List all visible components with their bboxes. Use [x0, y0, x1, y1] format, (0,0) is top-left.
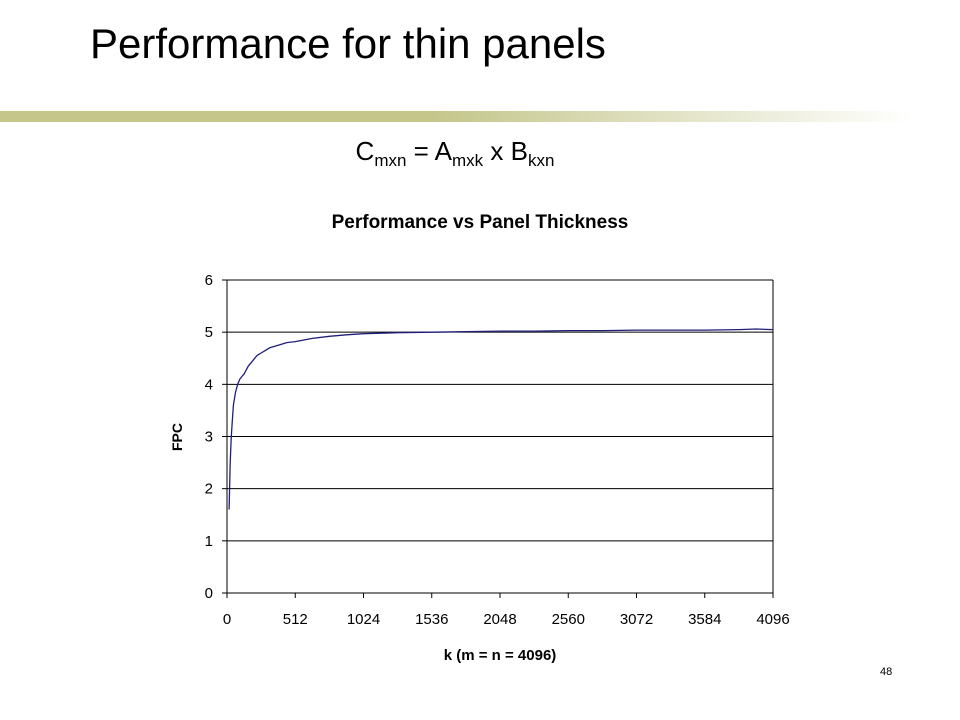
x-tick-label-1536: 1536: [415, 611, 448, 628]
y-tick-label-2: 2: [205, 481, 213, 498]
formula-a: A: [434, 136, 452, 166]
x-tick-label-3584: 3584: [688, 611, 721, 628]
x-tick-label-4096: 4096: [756, 611, 789, 628]
y-tick-label-0: 0: [205, 585, 213, 602]
chart-axes: [222, 279, 774, 598]
x-tick-label-2560: 2560: [552, 611, 585, 628]
y-tick-label-5: 5: [205, 324, 213, 341]
formula-eq: =: [406, 136, 435, 166]
x-tick-label-0: 0: [223, 611, 231, 628]
formula-c-sub: mxn: [374, 151, 407, 170]
x-tick-label-3072: 3072: [620, 611, 653, 628]
slide-title: Performance for thin panels: [90, 20, 606, 67]
x-tick-label-1024: 1024: [347, 611, 380, 628]
y-tick-label-3: 3: [205, 429, 213, 446]
chart-grid: [227, 279, 773, 542]
formula-b: B: [510, 136, 528, 166]
chart-tick-labels: 0 1 2 3 4 5 6 0 512 1024 1536 2048 2560 3072 3584 4096: [205, 272, 790, 628]
x-tick-label-2048: 2048: [483, 611, 516, 628]
y-tick-label-4: 4: [205, 376, 213, 393]
chart-title: Performance vs Panel Thickness: [332, 212, 629, 233]
formula-a-sub: mxk: [452, 151, 484, 170]
y-tick-label-6: 6: [205, 272, 213, 289]
page-number: 48: [880, 666, 893, 678]
chart-series: [228, 328, 774, 510]
matrix-formula: Cmxn = Amxk x Bkxn: [0, 136, 960, 170]
y-tick-label-1: 1: [205, 533, 213, 550]
formula-c: C: [355, 136, 375, 166]
series-line-0: [228, 328, 774, 510]
x-tick-label-512: 512: [283, 611, 308, 628]
x-axis-label: k (m = n = 4096): [444, 647, 557, 664]
title-accent-bar: [0, 111, 960, 122]
formula-b-sub: kxn: [527, 151, 555, 170]
formula-x: x: [483, 136, 511, 166]
y-axis-label: FPC: [169, 423, 185, 451]
